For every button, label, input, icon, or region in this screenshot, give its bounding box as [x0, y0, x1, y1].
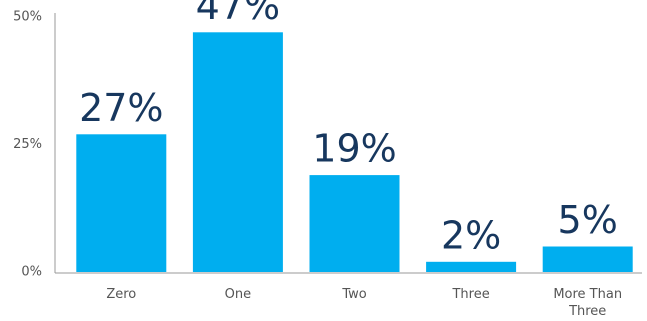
x-tick-label: More Than Three — [553, 287, 623, 319]
value-label: 47% — [196, 0, 280, 28]
value-label: 2% — [441, 213, 501, 257]
value-label: 5% — [558, 198, 618, 242]
bar — [192, 32, 283, 272]
bar — [426, 261, 517, 272]
value-label: 27% — [79, 86, 163, 130]
bar — [76, 134, 167, 272]
y-tick-label: 0% — [21, 265, 42, 280]
y-tick-label: 50% — [13, 10, 42, 25]
x-tick-label: Three — [452, 287, 490, 302]
x-tick-label: One — [224, 287, 252, 302]
bar — [309, 175, 400, 272]
bar — [542, 246, 633, 272]
value-label: 19% — [312, 127, 396, 171]
x-tick-label: Two — [342, 287, 367, 302]
y-tick-label: 25% — [13, 137, 42, 152]
x-tick-label: Zero — [106, 287, 137, 302]
